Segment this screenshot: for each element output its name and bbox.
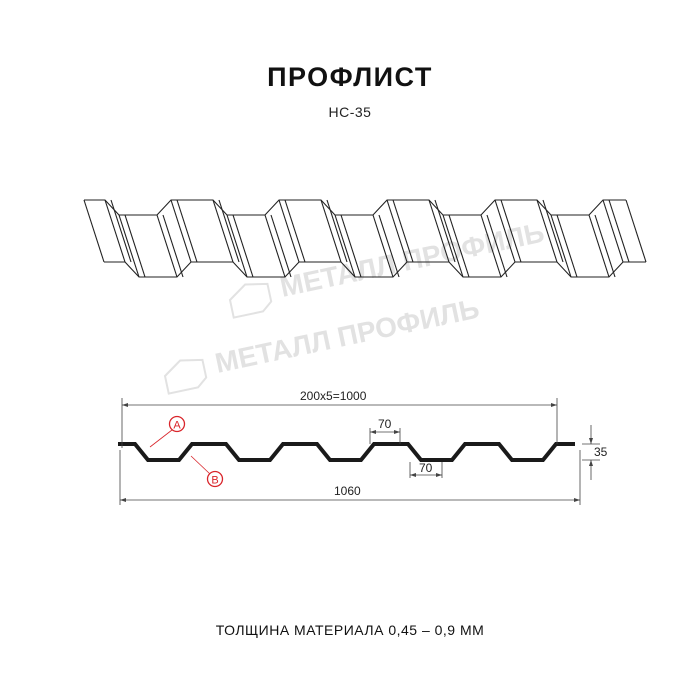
sheet-fold-line	[226, 214, 248, 278]
sheet-fold-line	[340, 214, 362, 278]
sheet-fold-line	[494, 199, 516, 263]
material-thickness: ТОЛЩИНА МАТЕРИАЛА 0,45 – 0,9 ММ	[215, 622, 485, 638]
sheet-fold-line	[212, 199, 234, 263]
sheet-fold-line	[372, 214, 394, 278]
sheet-edge	[84, 199, 626, 216]
sheet-fold-line	[442, 214, 464, 278]
sheet-fold-line	[594, 214, 616, 278]
sheet-fold-line	[448, 214, 470, 278]
sheet-fold-line	[500, 199, 522, 263]
page-title: ПРОФЛИСТ	[267, 62, 433, 92]
sheet-fold-line	[176, 199, 198, 263]
sheet-fold-line	[602, 199, 624, 263]
sheet-fold-line	[486, 214, 508, 278]
pitch-dimension: 200x5=1000	[300, 389, 367, 403]
sheet-fold-line	[542, 199, 564, 263]
isometric-sheet	[83, 199, 647, 278]
sheet-fold-line	[386, 199, 408, 263]
sheet-fold-line	[170, 199, 192, 263]
sheet-fold-line	[270, 214, 292, 278]
watermark-text: МЕТАЛЛ ПРОФИЛЬ	[212, 293, 482, 379]
sheet-fold-line	[378, 214, 400, 278]
sheet-fold-line	[428, 199, 450, 263]
sheet-fold-line	[110, 199, 132, 263]
sheet-fold-line	[588, 214, 610, 278]
sheet-edge	[104, 261, 646, 278]
sheet-fold-line	[104, 199, 126, 263]
sheet-fold-line	[550, 214, 572, 278]
sheet-fold-line	[434, 199, 456, 263]
marker-b: B	[190, 455, 224, 488]
top-flange-dimension: 70	[378, 417, 392, 431]
sheet-fold-line	[608, 199, 630, 263]
sheet-fold-line	[118, 214, 140, 278]
marker-b-label: B	[211, 475, 218, 487]
sheet-fold-line	[556, 214, 578, 278]
sheet-fold-line	[162, 214, 184, 278]
total-width-dimension: 1060	[334, 484, 361, 498]
sheet-fold-line	[83, 199, 105, 263]
sheet-fold-line	[392, 199, 414, 263]
dimension-arrows	[120, 403, 593, 502]
height-dimension: 35	[594, 445, 608, 459]
sheet-fold-line	[156, 214, 178, 278]
sheet-fold-line	[232, 214, 254, 278]
cross-section-profile	[118, 442, 575, 462]
model-name: НС-35	[328, 104, 372, 120]
bottom-flange-dimension: 70	[419, 461, 433, 475]
sheet-fold-line	[625, 199, 647, 263]
sheet-fold-line	[536, 199, 558, 263]
marker-a-label: A	[173, 420, 181, 432]
sheet-fold-line	[218, 199, 240, 263]
sheet-fold-line	[278, 199, 300, 263]
sheet-fold-line	[284, 199, 306, 263]
sheet-fold-line	[480, 214, 502, 278]
marker-a: A	[149, 415, 186, 448]
sheet-fold-line	[326, 199, 348, 263]
sheet-fold-line	[264, 214, 286, 278]
sheet-fold-line	[124, 214, 146, 278]
sheet-fold-line	[334, 214, 356, 278]
sheet-fold-line	[320, 199, 342, 263]
